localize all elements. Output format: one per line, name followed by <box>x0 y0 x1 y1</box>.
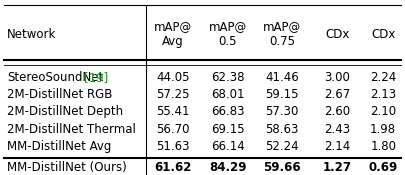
Text: 1.27: 1.27 <box>323 161 352 174</box>
Text: 68.01: 68.01 <box>211 88 244 101</box>
Text: mAP@
0.75: mAP@ 0.75 <box>263 20 301 48</box>
Text: 2.43: 2.43 <box>324 122 350 136</box>
Text: mAP@
0.5: mAP@ 0.5 <box>209 20 247 48</box>
Text: 59.15: 59.15 <box>265 88 298 101</box>
Text: 1.98: 1.98 <box>370 122 396 136</box>
Text: 44.05: 44.05 <box>156 71 190 84</box>
Text: 52.24: 52.24 <box>265 140 299 153</box>
Text: StereoSoundNet: StereoSoundNet <box>7 71 104 84</box>
Text: 2.67: 2.67 <box>324 88 350 101</box>
Text: 84.29: 84.29 <box>209 161 246 174</box>
Text: 2.60: 2.60 <box>324 106 350 118</box>
Text: MM-DistillNet Avg: MM-DistillNet Avg <box>7 140 112 153</box>
Text: 3.00: 3.00 <box>324 71 350 84</box>
Text: 66.83: 66.83 <box>211 106 244 118</box>
Text: 56.70: 56.70 <box>156 122 190 136</box>
Text: 59.66: 59.66 <box>263 161 301 174</box>
Text: 0.69: 0.69 <box>369 161 398 174</box>
Text: 55.41: 55.41 <box>156 106 190 118</box>
Text: 2.10: 2.10 <box>370 106 396 118</box>
Text: Network: Network <box>7 28 57 41</box>
Text: 57.30: 57.30 <box>265 106 298 118</box>
Text: mAP@
Avg: mAP@ Avg <box>154 20 192 48</box>
Text: CDx: CDx <box>325 28 350 41</box>
Text: 2.13: 2.13 <box>370 88 396 101</box>
Text: 2M-DistillNet RGB: 2M-DistillNet RGB <box>7 88 113 101</box>
Text: 62.38: 62.38 <box>211 71 244 84</box>
Text: 57.25: 57.25 <box>156 88 190 101</box>
Text: 2M-DistillNet Thermal: 2M-DistillNet Thermal <box>7 122 136 136</box>
Text: 51.63: 51.63 <box>156 140 190 153</box>
Text: 2M-DistillNet Depth: 2M-DistillNet Depth <box>7 106 124 118</box>
Text: 1.80: 1.80 <box>370 140 396 153</box>
Text: 66.14: 66.14 <box>211 140 245 153</box>
Text: CDx: CDx <box>371 28 395 41</box>
Text: 69.15: 69.15 <box>211 122 244 136</box>
Text: 41.46: 41.46 <box>265 71 299 84</box>
Text: 2.14: 2.14 <box>324 140 350 153</box>
Text: 58.63: 58.63 <box>265 122 298 136</box>
Text: MM-DistillNet (Ours): MM-DistillNet (Ours) <box>7 161 127 174</box>
Text: 61.62: 61.62 <box>155 161 192 174</box>
Text: 2.24: 2.24 <box>370 71 396 84</box>
Text: [19]: [19] <box>84 71 109 84</box>
